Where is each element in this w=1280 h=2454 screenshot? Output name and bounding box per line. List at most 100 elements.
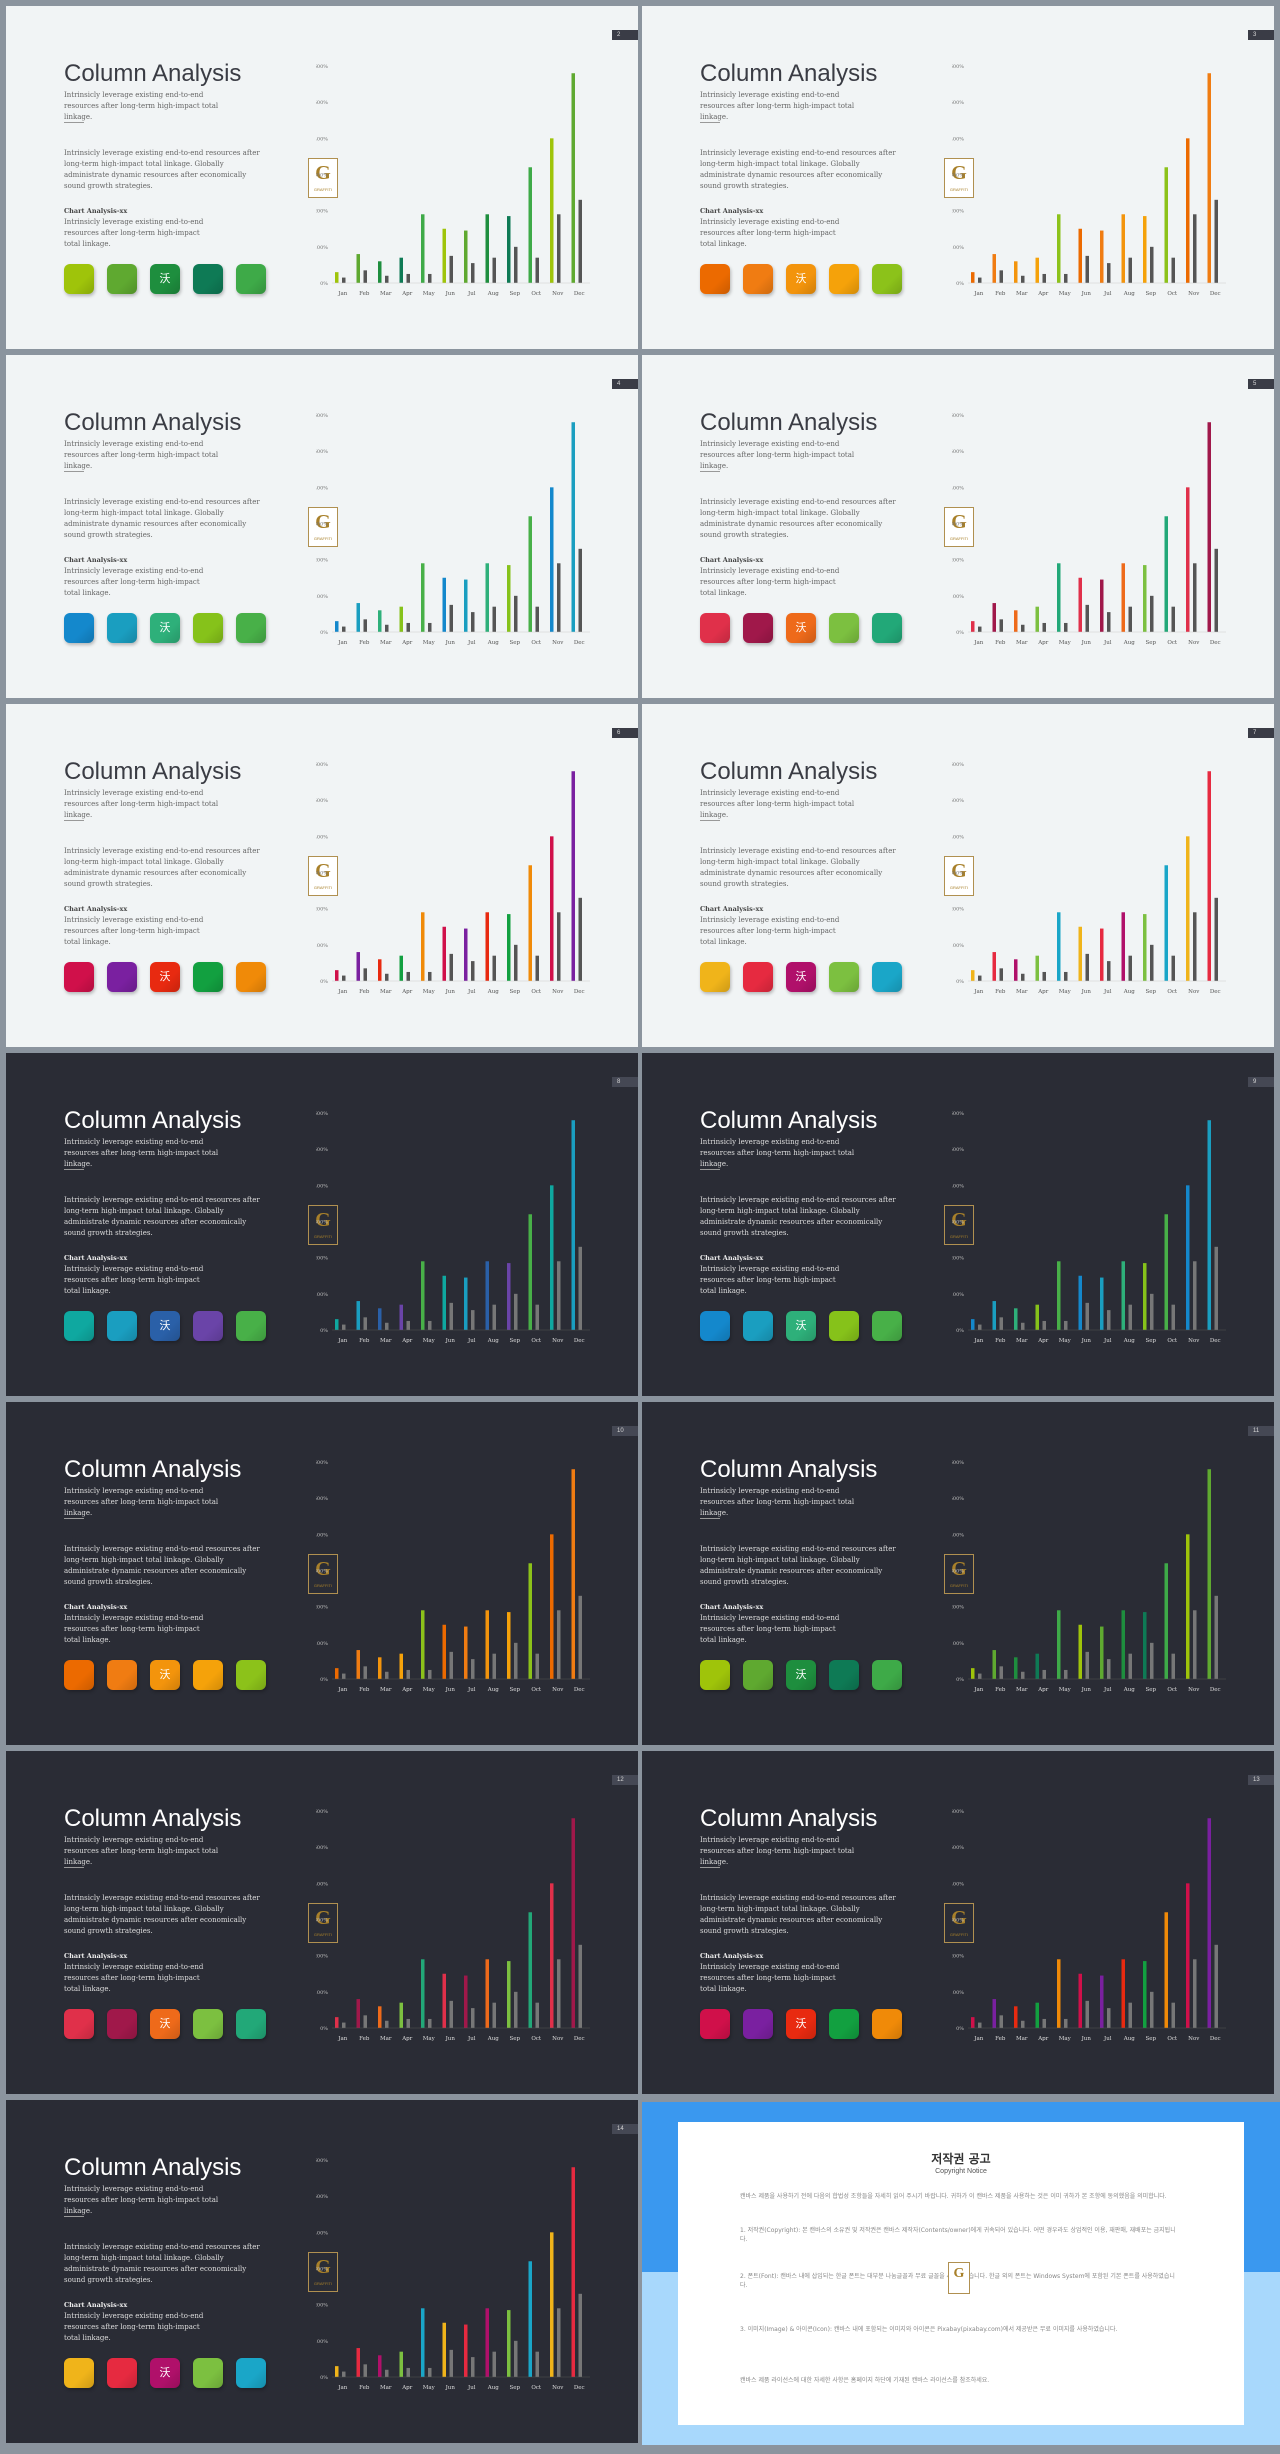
logo-letter: G — [951, 1558, 967, 1580]
bar-primary — [1078, 577, 1082, 632]
column-chart: 0% 100% 200% 300% 400% 500% 600% Jan Feb Mar Apr Ma… — [316, 413, 590, 646]
logo: G GRAFFITI — [308, 507, 338, 547]
y-tick-label: 0% — [320, 281, 328, 287]
x-tick-label: Sep — [509, 1687, 520, 1693]
slide-subtitle: Intrinsicly leverage existing end-to-end… — [700, 1138, 855, 1168]
color-swatch: 沃 — [150, 2009, 180, 2039]
x-tick-label: Jan — [973, 640, 983, 646]
x-tick-label: Feb — [359, 291, 370, 297]
slide-title: Column Analysis — [64, 758, 242, 785]
bar-secondary — [1064, 971, 1068, 981]
y-tick-label: 0% — [956, 979, 964, 985]
bar-secondary — [428, 1669, 432, 1679]
bar-secondary — [428, 2367, 432, 2377]
logo: G GRAFFITI — [944, 158, 974, 198]
color-swatch: 沃 — [786, 2009, 816, 2039]
x-tick-label: May — [423, 1687, 436, 1693]
bar-primary — [1186, 836, 1190, 981]
y-tick-label: 0% — [956, 1677, 964, 1683]
bar-primary — [356, 952, 360, 981]
section-body: Intrinsicly leverage existing end-to-end… — [700, 1614, 840, 1644]
bar-primary — [571, 1120, 575, 1330]
divider — [64, 2216, 84, 2217]
bar-secondary — [1107, 961, 1111, 981]
bar-primary — [1186, 487, 1190, 632]
bar-secondary — [999, 1317, 1003, 1330]
column-chart: 0% 100% 200% 300% 400% 500% 600% Jan Feb Mar Apr Ma… — [952, 762, 1226, 995]
page-number: 5 — [1248, 379, 1274, 389]
x-tick-label: May — [423, 2385, 436, 2391]
x-tick-label: Nov — [1188, 640, 1200, 646]
bar-primary — [1207, 1120, 1211, 1330]
x-tick-label: Feb — [995, 2036, 1006, 2042]
slide-title: Column Analysis — [700, 758, 878, 785]
bar-secondary — [449, 604, 453, 632]
bar-primary — [356, 603, 360, 632]
x-tick-label: Aug — [487, 291, 500, 297]
color-swatch — [236, 613, 266, 643]
y-tick-label: 500% — [952, 449, 964, 455]
y-tick-label: 0% — [956, 1328, 964, 1334]
logo: G GRAFFITI — [308, 1554, 338, 1594]
bar-primary — [971, 621, 975, 632]
x-tick-label: Sep — [1145, 1687, 1156, 1693]
bar-primary — [464, 1626, 468, 1679]
y-tick-label: 0% — [956, 630, 964, 636]
body-text: Intrinsicly leverage existing end-to-end… — [64, 847, 260, 888]
y-tick-label: 600% — [952, 1111, 964, 1117]
slide-title: Column Analysis — [64, 2154, 242, 2181]
y-tick-label: 600% — [952, 413, 964, 419]
bar-primary — [1164, 1563, 1168, 1679]
bar-secondary — [1128, 606, 1132, 632]
section-body: Intrinsicly leverage existing end-to-end… — [700, 1963, 840, 1993]
bar-primary — [550, 1185, 554, 1330]
bar-secondary — [1150, 1991, 1154, 2028]
bar-primary — [1186, 1534, 1190, 1679]
bar-secondary — [471, 961, 475, 981]
copyright-card: 저작권 공고 Copyright Notice 캔바스 제품을 사용하기 전에 … — [678, 2122, 1244, 2425]
bar-primary — [1164, 865, 1168, 981]
x-tick-label: Feb — [359, 640, 370, 646]
bar-primary — [442, 926, 446, 981]
bar-primary — [442, 1973, 446, 2028]
y-tick-label: 200% — [952, 1954, 964, 1960]
bar-primary — [335, 1319, 339, 1330]
x-tick-label: May — [423, 291, 436, 297]
color-swatch — [700, 613, 730, 643]
bar-secondary — [1193, 214, 1197, 283]
bar-primary — [571, 771, 575, 981]
x-tick-label: Sep — [509, 989, 520, 995]
bar-secondary — [492, 257, 496, 283]
bar-primary — [356, 254, 360, 283]
x-tick-label: Oct — [1167, 2036, 1178, 2042]
column-chart: 0% 100% 200% 300% 400% 500% 600% Jan Feb Mar Apr Ma… — [316, 762, 590, 995]
bar-secondary — [1064, 2018, 1068, 2028]
y-tick-label: 200% — [316, 1605, 328, 1611]
bar-primary — [485, 1959, 489, 2028]
x-tick-label: Aug — [1123, 291, 1136, 297]
body-text: Intrinsicly leverage existing end-to-end… — [700, 498, 896, 539]
bar-secondary — [978, 626, 982, 632]
bar-secondary — [999, 968, 1003, 981]
x-tick-label: Dec — [574, 640, 585, 646]
color-swatch — [64, 1311, 94, 1341]
divider — [700, 1867, 720, 1868]
y-tick-label: 300% — [316, 522, 328, 528]
y-tick-label: 200% — [952, 1256, 964, 1262]
y-tick-label: 100% — [952, 245, 964, 251]
bar-secondary — [449, 2000, 453, 2028]
x-tick-label: Feb — [995, 1687, 1006, 1693]
divider — [64, 820, 84, 821]
y-tick-label: 300% — [952, 173, 964, 179]
section-heading: Chart Analysis-xx — [700, 905, 764, 913]
slide-subtitle: Intrinsicly leverage existing end-to-end… — [64, 440, 219, 470]
bar-secondary — [999, 1666, 1003, 1679]
y-tick-label: 500% — [316, 2194, 328, 2200]
x-tick-label: May — [423, 2036, 436, 2042]
x-tick-label: Oct — [1167, 640, 1178, 646]
slide-11: 11 Column Analysis Intrinsicly leverage ex… — [642, 1402, 1274, 1745]
page-number: 12 — [612, 1775, 638, 1785]
bar-secondary — [999, 2015, 1003, 2028]
logo-text: GRAFFITI — [949, 1932, 969, 1937]
color-swatch — [193, 1311, 223, 1341]
